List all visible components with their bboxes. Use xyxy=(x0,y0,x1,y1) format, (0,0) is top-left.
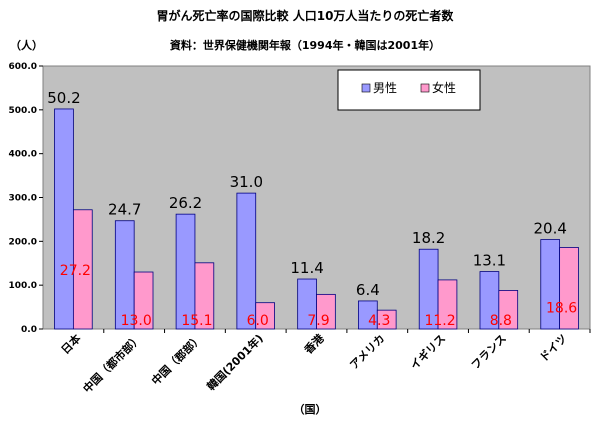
bar-male xyxy=(54,108,74,330)
x-tick-label: アメリカ xyxy=(347,332,387,372)
bar-female xyxy=(376,309,397,330)
x-tick-label: 中国（都市部） xyxy=(80,331,144,395)
x-axis-label: （国） xyxy=(294,403,327,416)
bar-female xyxy=(316,293,336,330)
bar-male xyxy=(236,192,257,330)
data-label-female: 8.8 xyxy=(490,313,512,329)
bar-female xyxy=(559,247,579,330)
legend-swatch-female xyxy=(420,83,430,93)
chart-subtitle: 資料：世界保健機関年報（1994年・韓国は2001年） xyxy=(170,38,440,52)
bar-female xyxy=(498,290,519,330)
legend-swatch-male xyxy=(361,83,371,93)
data-label-female: 4.3 xyxy=(368,313,390,329)
bar-female xyxy=(133,271,154,330)
data-label-male: 6.4 xyxy=(356,281,380,299)
x-tick-label: 日本 xyxy=(58,331,83,356)
data-label-female: 11.2 xyxy=(424,313,455,329)
data-label-male: 20.4 xyxy=(533,220,566,238)
data-label-female: 13.0 xyxy=(121,313,152,329)
x-tick-label: ドイツ xyxy=(537,332,570,365)
y-tick-label: 100.0 xyxy=(9,281,37,291)
data-label-male: 50.2 xyxy=(47,89,80,107)
y-tick-label: 600.0 xyxy=(9,62,37,72)
bar-female xyxy=(194,262,215,330)
legend-box xyxy=(337,69,481,111)
x-tick-label: フランス xyxy=(469,332,509,372)
data-label-male: 13.1 xyxy=(473,252,506,270)
chart-title: 胃がん死亡率の国際比較 人口10万人当たりの死亡者数 xyxy=(157,8,455,23)
x-tick-label: 韓国(2001年) xyxy=(204,331,266,393)
data-label-male: 11.4 xyxy=(290,259,323,277)
bar-female xyxy=(437,279,458,330)
data-label-male: 18.2 xyxy=(412,229,445,247)
data-label-female: 18.6 xyxy=(546,300,577,316)
data-label-female: 7.9 xyxy=(307,313,329,329)
data-label-male: 31.0 xyxy=(230,173,263,191)
y-tick-label: 200.0 xyxy=(9,237,37,247)
legend-label-female: 女性 xyxy=(432,80,456,95)
y-axis-label: （人） xyxy=(10,38,43,52)
bar-female xyxy=(255,302,275,330)
legend-label-male: 男性 xyxy=(373,81,397,95)
data-label-female: 15.1 xyxy=(181,313,212,329)
data-label-male: 24.7 xyxy=(108,201,141,219)
data-label-male: 26.2 xyxy=(169,194,202,212)
y-tick-label: 500.0 xyxy=(9,106,37,116)
bar-male xyxy=(175,213,196,330)
y-tick-label: 300.0 xyxy=(9,194,37,204)
bar-female xyxy=(72,209,93,330)
x-tick-label: 中国（郡部） xyxy=(148,331,205,388)
x-tick-label: イギリス xyxy=(407,331,448,372)
data-label-female: 27.2 xyxy=(60,263,91,279)
y-tick-label: 0.0 xyxy=(21,325,37,335)
y-tick-label: 400.0 xyxy=(9,150,37,160)
x-tick-label: 香港 xyxy=(300,331,327,358)
data-label-female: 6.0 xyxy=(247,313,269,329)
legend: 男性 女性 xyxy=(337,69,481,111)
